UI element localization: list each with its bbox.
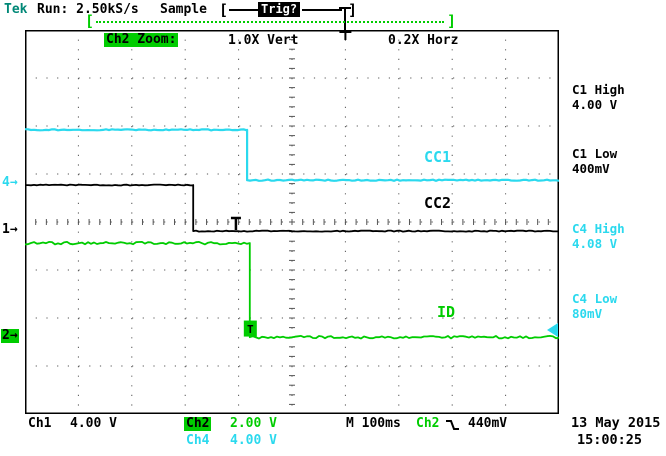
measurement-label: C1 Low [572, 146, 618, 161]
record-bar-segment [229, 9, 259, 11]
zoom-horizontal-factor: 0.2X Horz [388, 33, 459, 48]
record-bracket-left: [ [219, 1, 229, 19]
trigger-level-arrow-icon [547, 323, 558, 337]
waveforms [25, 128, 559, 340]
waveform-cc2 [25, 183, 559, 233]
ch1-scale: 4.00 V [70, 416, 117, 431]
trigger-level: 440mV [468, 416, 508, 431]
measurement-c1-high: C1 High 4.00 V [572, 82, 664, 112]
measurement-value: 80mV [572, 306, 603, 321]
zoom-vertical-factor: 1.0X Vert [228, 33, 299, 48]
time-readout: 15:00:25 [577, 432, 643, 448]
measurement-label: C1 High [572, 82, 625, 97]
zoom-window-bracket-left: [ [85, 12, 95, 30]
measurement-label: C4 High [572, 221, 625, 236]
graticule-grid [25, 30, 559, 414]
zoom-window-line [96, 21, 444, 23]
tek-logo: Tek [4, 2, 28, 17]
trigger-point-icon [243, 320, 257, 337]
trace-label-cc1: CC1 [424, 148, 452, 166]
trace-label-cc2: CC2 [424, 194, 452, 212]
falling-edge-icon [446, 420, 459, 430]
ch2-scale: 2.00 V [230, 416, 277, 431]
zoom-window-bracket-right: ] [447, 12, 457, 30]
ch4-label: Ch4 [186, 433, 210, 448]
measurement-c4-low: C4 Low 80mV [572, 291, 664, 321]
record-bar-segment [302, 9, 342, 11]
zoom-mode-label: Ch2 Zoom: [104, 32, 179, 48]
graticule: T [25, 30, 559, 414]
waveform-id [25, 240, 559, 340]
measurement-c4-high: C4 High 4.08 V [572, 221, 664, 251]
measurement-value: 400mV [572, 161, 610, 176]
ch2-label: Ch2 [184, 416, 212, 432]
trigger-status-badge: Trig? [258, 2, 301, 18]
measurement-value: 4.08 V [572, 236, 618, 251]
ch1-position-marker: 1→ [2, 222, 18, 237]
timebase-readout: M 100ms [346, 416, 401, 431]
measurement-c1-low: C1 Low 400mV [572, 146, 664, 176]
ch2-position-marker: 2→ [1, 328, 19, 344]
trigger-markers: T [230, 30, 558, 337]
trigger-position-stem [344, 7, 346, 30]
record-bracket-right: ] [348, 1, 358, 19]
svg-text:T: T [247, 323, 254, 336]
waveform-cc1 [25, 128, 559, 182]
acquisition-mode: Sample [160, 2, 207, 17]
trigger-source: Ch2 [416, 416, 440, 431]
measurement-value: 4.00 V [572, 97, 618, 112]
ch4-scale: 4.00 V [230, 433, 277, 448]
date-readout: 13 May 2015 [571, 415, 661, 431]
trace-label-id: ID [437, 303, 456, 321]
run-status: Run: 2.50kS/s [37, 2, 139, 17]
ch1-label: Ch1 [28, 416, 52, 431]
measurement-label: C4 Low [572, 291, 618, 306]
ch4-position-marker: 4→ [2, 175, 18, 190]
